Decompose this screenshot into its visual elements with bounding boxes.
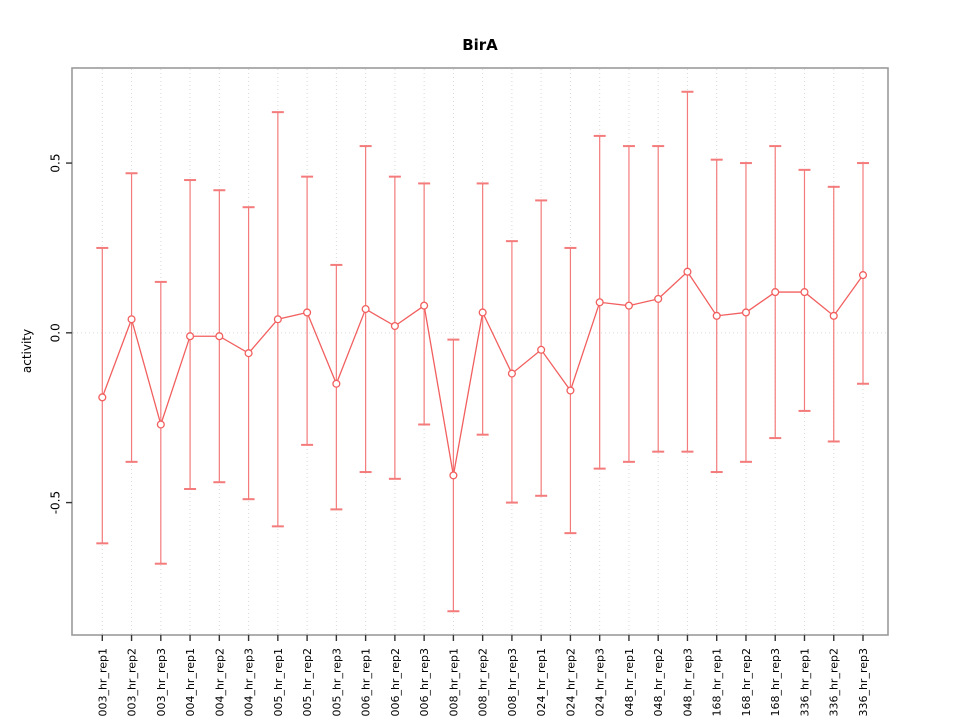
- x-tick-label: 003_hr_rep3: [155, 648, 168, 717]
- x-tick-label: 008_hr_rep3: [506, 648, 519, 717]
- data-point: [449, 471, 458, 480]
- data-point: [332, 379, 341, 388]
- x-tick-label: 048_hr_rep2: [652, 648, 665, 717]
- x-tick-label: 004_hr_rep1: [184, 648, 197, 717]
- x-axis: 003_hr_rep1 003_hr_rep2 003_hr_rep3 004_hr_…: [96, 635, 870, 717]
- data-point: [654, 294, 663, 303]
- x-tick-label: 336_hr_rep2: [828, 648, 841, 717]
- x-tick-label: 008_hr_rep2: [477, 648, 490, 717]
- gridlines: [73, 69, 887, 634]
- data-point: [771, 288, 780, 297]
- x-tick-label: 336_hr_rep1: [798, 648, 811, 717]
- data-points: [98, 267, 868, 480]
- data-point: [420, 301, 429, 310]
- data-point: [186, 332, 195, 341]
- data-point: [98, 393, 107, 402]
- data-point: [741, 308, 751, 317]
- x-tick-label: 006_hr_rep3: [418, 648, 431, 717]
- data-point: [712, 311, 721, 320]
- data-point: [390, 321, 399, 331]
- data-point: [829, 311, 838, 320]
- y-axis: -0.5 0.0 0.5: [49, 154, 72, 514]
- x-tick-label: 004_hr_rep2: [213, 648, 226, 717]
- x-tick-label: 168_hr_rep2: [740, 648, 753, 717]
- x-tick-label: 005_hr_rep2: [301, 648, 314, 717]
- x-tick-label: 003_hr_rep1: [96, 648, 109, 717]
- x-tick-label: 168_hr_rep1: [711, 648, 724, 717]
- data-point: [244, 349, 253, 358]
- data-point: [303, 308, 312, 317]
- data-point: [537, 345, 546, 354]
- data-point: [624, 301, 633, 310]
- x-tick-label: 168_hr_rep3: [769, 648, 782, 717]
- x-tick-label: 005_hr_rep1: [272, 648, 285, 717]
- x-tick-label: 048_hr_rep3: [681, 648, 694, 717]
- data-point: [566, 386, 575, 395]
- y-tick-label: 0.0: [49, 323, 63, 342]
- data-point: [273, 315, 282, 324]
- data-point: [127, 315, 136, 324]
- x-tick-label: 024_hr_rep3: [594, 648, 607, 717]
- data-point: [800, 288, 809, 297]
- data-point: [156, 420, 165, 429]
- x-tick-label: 024_hr_rep2: [564, 648, 577, 717]
- x-tick-label: 005_hr_rep3: [330, 648, 343, 717]
- x-tick-label: 006_hr_rep1: [360, 648, 373, 717]
- x-tick-label: 006_hr_rep2: [389, 648, 402, 717]
- x-tick-label: 336_hr_rep3: [857, 648, 870, 717]
- data-point: [507, 369, 516, 378]
- data-point: [858, 271, 868, 280]
- data-point: [478, 308, 487, 317]
- data-point: [595, 298, 604, 307]
- y-tick-label: -0.5: [49, 491, 63, 514]
- x-tick-label: 048_hr_rep1: [623, 648, 636, 717]
- plot-frame: [71, 67, 889, 636]
- x-tick-label: 024_hr_rep1: [535, 648, 548, 717]
- x-tick-label: 004_hr_rep3: [243, 648, 256, 717]
- data-point: [361, 305, 370, 314]
- x-tick-label: 008_hr_rep1: [447, 648, 460, 717]
- y-tick-label: 0.5: [49, 154, 63, 173]
- data-point: [683, 267, 692, 276]
- chart-title: BirA: [462, 36, 498, 54]
- data-point: [215, 332, 224, 341]
- x-tick-label: 003_hr_rep2: [126, 648, 139, 717]
